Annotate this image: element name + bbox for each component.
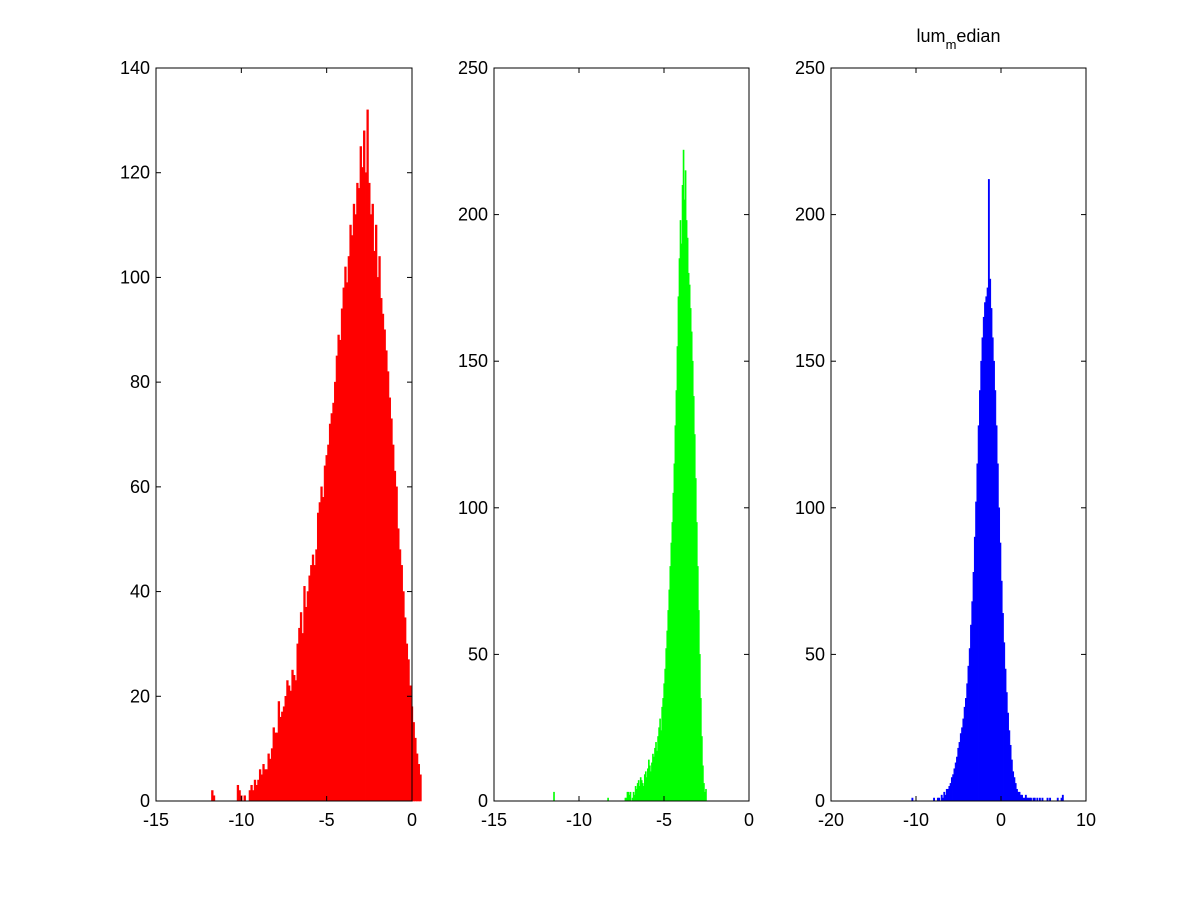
x-tick-label: -5 — [319, 810, 335, 830]
y-tick-label: 200 — [458, 205, 488, 225]
x-tick-label: -20 — [818, 810, 844, 830]
y-tick-label: 140 — [120, 58, 150, 78]
histogram-bar — [1061, 794, 1064, 802]
y-tick-label: 0 — [140, 791, 150, 811]
y-tick-label: 100 — [120, 267, 150, 287]
y-tick-label: 20 — [130, 686, 150, 706]
x-tick-label: 0 — [407, 810, 417, 830]
y-tick-label: 250 — [458, 58, 488, 78]
y-tick-label: 40 — [130, 582, 150, 602]
green-histogram-panel: -15 -10 -5 0 0 50 100 150 200 250 — [458, 58, 754, 830]
chart-title: lummedian — [917, 26, 1001, 52]
y-tick-label: 120 — [120, 163, 150, 183]
axes-frame — [493, 67, 750, 802]
y-tick-label: 100 — [795, 498, 825, 518]
y-tick-label: 150 — [795, 351, 825, 371]
histogram-bar — [243, 795, 246, 802]
x-tick-label: 0 — [996, 810, 1006, 830]
y-tick-label: 80 — [130, 372, 150, 392]
axes-frame — [830, 67, 1087, 802]
x-tick-label: -15 — [481, 810, 507, 830]
y-tick-label: 250 — [795, 58, 825, 78]
histogram-bar — [212, 795, 216, 802]
red-histogram-panel: -15 -10 -5 0 0 20 40 60 80 100 120 140 — [120, 58, 422, 830]
histogram-bar — [705, 788, 707, 802]
chart-title-rest: edian — [956, 26, 1000, 46]
y-tick-label: 60 — [130, 477, 150, 497]
y-tick-label: 50 — [468, 644, 488, 664]
x-tick-label: -15 — [143, 810, 169, 830]
x-tick-label: -10 — [566, 810, 592, 830]
histogram-bars — [553, 149, 707, 802]
chart-title-main: lum — [917, 26, 946, 46]
x-tick-label: 10 — [1076, 810, 1096, 830]
x-tick-label: -10 — [903, 810, 929, 830]
histogram-bar — [629, 791, 632, 802]
chart-title-subscript: m — [946, 37, 957, 52]
histogram-bar — [553, 791, 555, 802]
x-tick-label: -5 — [656, 810, 672, 830]
histogram-bar — [419, 774, 422, 802]
y-tick-label: 100 — [458, 498, 488, 518]
x-tick-label: 0 — [744, 810, 754, 830]
y-tick-label: 0 — [815, 791, 825, 811]
axes-frame — [155, 67, 413, 802]
x-tick-label: -10 — [228, 810, 254, 830]
y-tick-label: 200 — [795, 205, 825, 225]
y-tick-label: 0 — [478, 791, 488, 811]
y-tick-label: 150 — [458, 351, 488, 371]
y-tick-label: 50 — [805, 644, 825, 664]
